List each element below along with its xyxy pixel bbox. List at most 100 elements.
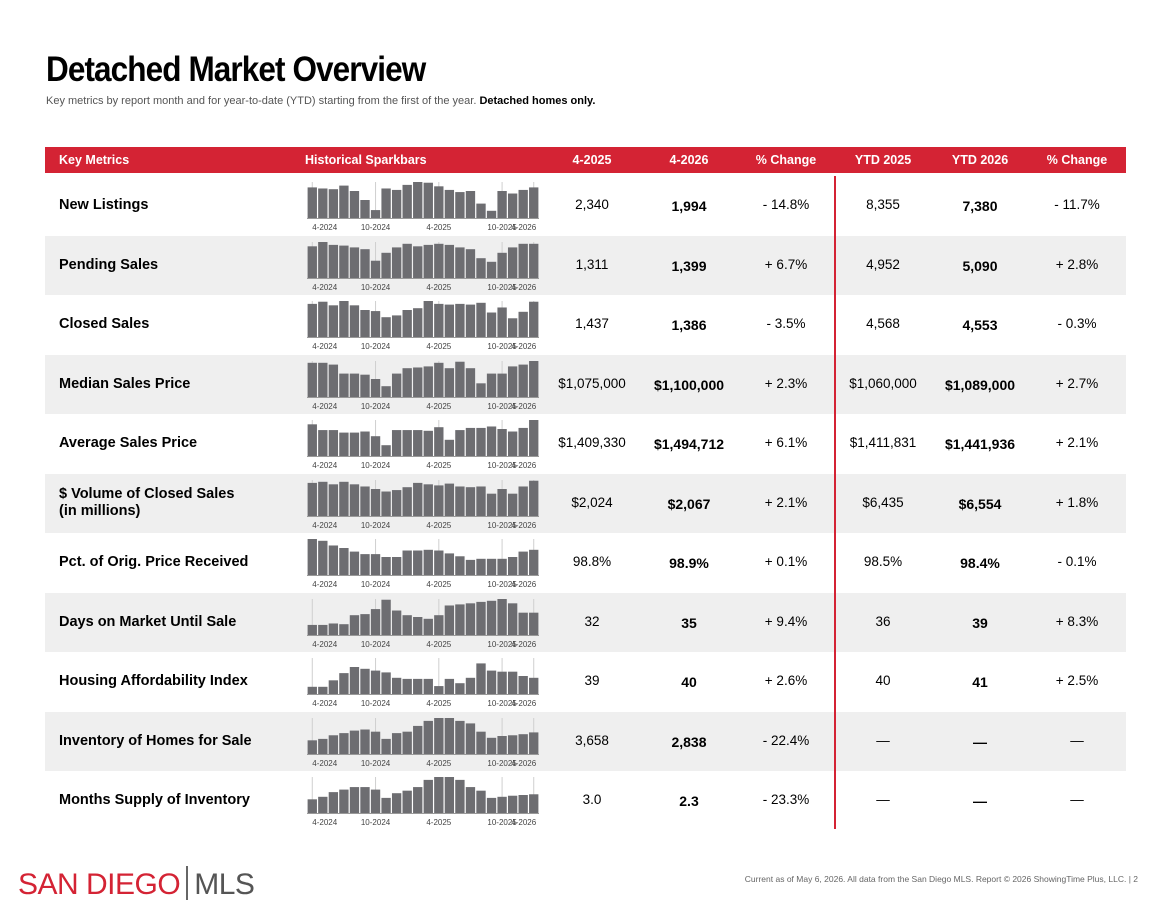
spark-axis-label: 4-2026 [511,223,536,232]
spark-bar [391,315,402,337]
spark-axis-label: 4-2024 [312,818,337,827]
spark-axis-label: 4-2024 [312,402,337,411]
spark-bar [339,245,349,278]
sparkbar-chart: 4-2024 10-2024 4-2025 10-2025 4-2026 [305,537,541,589]
cell-ytd-curr: — [973,733,987,750]
cell-ytd-prev: $1,411,831 [849,435,917,450]
spark-bar [318,430,328,456]
spark-bar [318,738,328,754]
spark-axis-label: 4-2026 [511,521,536,530]
cell-ytd-curr: 98.4% [960,555,1000,571]
spark-bar [476,485,486,516]
spark-bar [444,439,455,456]
header-ytd-prev: YTD 2025 [854,153,912,167]
spark-bar [434,686,444,694]
spark-bar [381,491,391,516]
spark-axis-label: 10-2025 [487,818,517,827]
spark-bar [413,430,423,456]
spark-bar [370,554,381,575]
spark-axis-label: 10-2025 [487,640,517,649]
spark-bar [381,252,391,278]
spark-bar [391,246,402,278]
spark-bar [402,678,412,694]
spark-axis-label: 4-2025 [426,818,451,827]
cell-ytd-prev: 4,952 [866,256,900,272]
spark-axis-label: 4-2026 [511,342,536,351]
spark-bar [455,556,465,575]
spark-bar [455,361,465,397]
cell-prev: 3,658 [575,732,609,748]
spark-bar [507,602,518,635]
cell-curr: $2,067 [667,495,711,512]
cell-ytd-curr: 4,553 [962,317,998,333]
page-title: Detached Market Overview [46,50,426,89]
spark-bar [402,790,412,813]
spark-bar [381,445,391,456]
spark-bar [318,796,328,813]
spark-bar [339,732,349,754]
spark-bar [402,731,412,754]
spark-bar [381,188,391,218]
sparkbar-chart: 4-2024 10-2024 4-2025 10-2025 4-2026 [305,299,541,351]
header-ytd-change: % Change [1046,153,1108,167]
spark-bar [349,730,360,754]
spark-bar [381,385,391,397]
spark-axis-label: 10-2025 [487,699,517,708]
cell-prev: 39 [584,673,600,688]
spark-bar [476,601,486,635]
spark-bar [370,436,381,456]
spark-axis-label: 10-2024 [361,759,391,768]
spark-bar [318,686,328,694]
spark-bar [518,189,528,218]
cell-ytd-prev: $1,060,000 [849,375,917,391]
spark-bar [465,559,476,575]
footer-note: Current as of May 6, 2026. All data from… [744,874,1138,884]
spark-bar [381,599,391,635]
spark-bar [476,382,486,397]
spark-bar [497,796,507,813]
spark-bar [434,550,444,575]
spark-bar [370,378,381,397]
spark-bar [423,549,433,575]
spark-bar [402,614,412,635]
spark-bar [349,483,360,516]
spark-bar [391,430,402,456]
spark-bar [476,663,486,694]
spark-bar [402,243,412,278]
spark-bar [349,373,360,397]
spark-bar [307,482,317,516]
cell-ytd-prev: 98.5% [863,554,903,569]
header-prev: 4-2025 [572,153,612,167]
spark-bar [307,245,317,278]
metric-label-line1: $ Volume of Closed Sales [59,485,235,502]
spark-bar [529,794,539,813]
metric-label: Pending Sales [59,256,159,273]
cell-change: + 2.3% [764,375,808,391]
spark-bar [497,429,507,456]
spark-bar [402,310,412,337]
spark-bar [434,614,444,635]
cell-ytd-change: - 11.7% [1054,197,1100,212]
spark-bar [318,301,328,337]
spark-bar [307,799,317,813]
cell-curr: 2.3 [679,793,699,809]
spark-bar [402,184,412,218]
cell-curr: 98.9% [669,555,709,571]
subtitle-text: Key metrics by report month and for year… [46,95,477,107]
cell-curr: $1,494,712 [653,436,725,452]
spark-bar [434,777,444,813]
spark-bar [465,191,476,218]
cell-ytd-curr: 41 [972,674,988,690]
spark-axis-label: 10-2024 [361,818,391,827]
spark-bar [465,248,476,278]
table-row: New Listings 4-2024 10-2024 4-2025 10-2025 4-… [45,176,1126,236]
spark-bar [486,737,497,754]
spark-axis-label: 10-2025 [487,283,517,292]
spark-bar [413,245,423,278]
spark-bar [529,301,539,337]
spark-axis-label: 10-2024 [361,223,391,232]
spark-bar [444,553,455,575]
sparkbar-chart: 4-2024 10-2024 4-2025 10-2025 4-2026 [305,775,541,827]
spark-bar [529,677,539,694]
cell-change: - 22.4% [762,732,810,748]
